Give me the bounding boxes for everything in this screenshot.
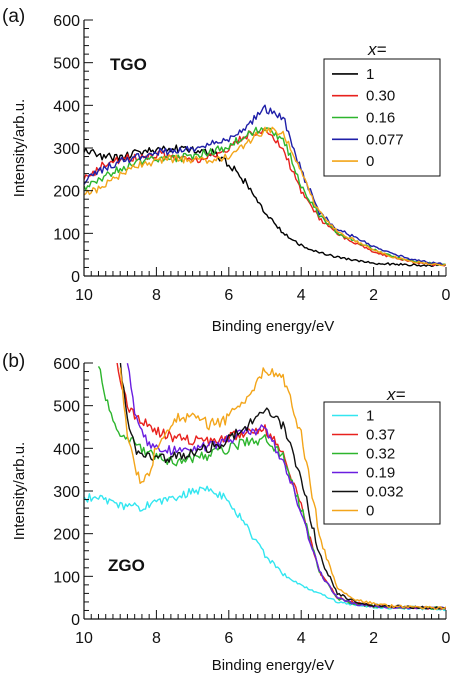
y-tick-label: 200 [53,527,80,544]
x-tick-label: 4 [297,630,306,647]
legend-label-0: 1 [366,66,374,83]
y-tick-label: 600 [53,356,80,373]
x-tick-label: 4 [297,287,306,304]
material-label: TGO [110,55,147,74]
x-tick-label: 10 [75,630,93,647]
series-line-5 [119,367,446,610]
x-tick-label: 8 [152,287,161,304]
x-tick-label: 10 [75,287,93,304]
series-line-0 [84,144,446,267]
x-tick-label: 6 [224,630,233,647]
y-tick-label: 200 [53,184,80,201]
panel-label: (b) [2,351,25,372]
series-line-3 [84,104,446,266]
series-line-4 [119,363,446,610]
legend-label-2: 0.32 [366,446,395,463]
panel-label: (a) [2,6,25,27]
x-axis-title: Binding energy/eV [212,657,335,674]
legend-label-1: 0.30 [366,88,395,105]
y-tick-label: 400 [53,98,80,115]
series-group [84,363,446,612]
series-group [84,104,446,267]
legend-label-4: 0 [366,153,374,170]
legend-label-2: 0.16 [366,110,395,127]
series-line-2 [97,366,446,610]
x-tick-label: 2 [369,287,378,304]
y-tick-label: 0 [71,269,80,286]
y-tick-label: 600 [53,13,80,30]
series-line-1 [116,363,446,611]
legend-title: x= [386,385,406,404]
x-tick-label: 0 [442,630,450,647]
x-tick-label: 0 [442,287,450,304]
x-axis-title: Binding energy/eV [212,318,335,335]
x-tick-label: 2 [369,630,378,647]
y-tick-label: 0 [71,612,80,629]
legend-label-3: 0.19 [366,465,395,482]
x-tick-label: 6 [224,287,233,304]
y-tick-label: 100 [53,569,80,586]
material-label: ZGO [108,556,145,575]
legend-label-3: 0.077 [366,131,404,148]
legend-title: x= [367,40,387,59]
x-tick-label: 8 [152,630,161,647]
y-tick-label: 500 [53,56,80,73]
legend-label-1: 0.37 [366,427,395,444]
y-tick-label: 500 [53,399,80,416]
y-axis-title: Intensity/arb.u. [11,442,28,540]
legend-box [323,401,441,525]
y-tick-label: 300 [53,484,80,501]
legend-label-4: 0.032 [366,484,404,501]
y-tick-label: 300 [53,141,80,158]
y-tick-label: 100 [53,226,80,243]
y-axis-title: Intensity/arb.u. [11,99,28,197]
legend-label-0: 1 [366,408,374,425]
y-tick-label: 400 [53,441,80,458]
legend-label-5: 0 [366,503,374,520]
series-line-4 [84,126,446,267]
